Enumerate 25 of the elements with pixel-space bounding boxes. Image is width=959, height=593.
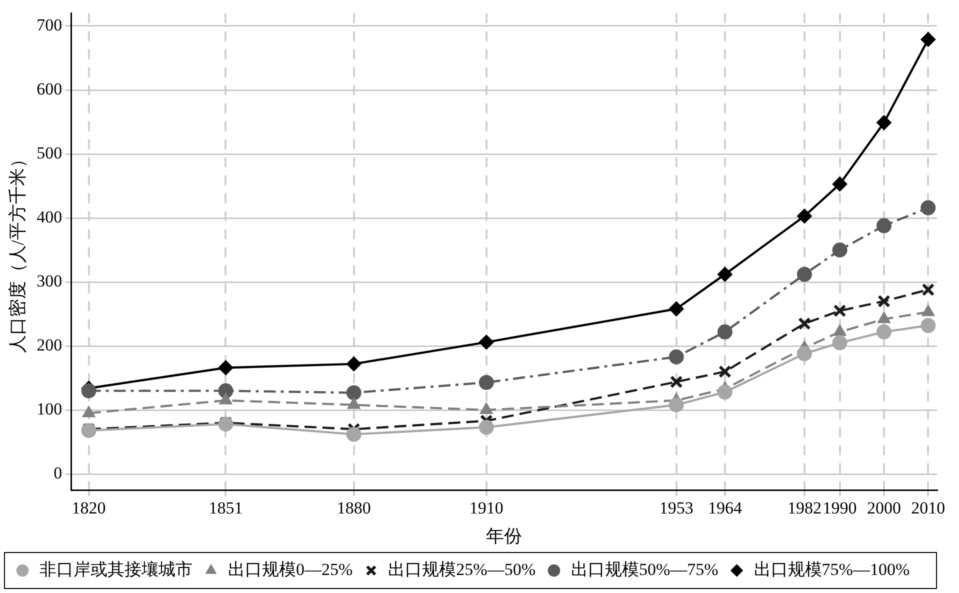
legend-label: 出口规模75%—100% [754, 560, 910, 579]
y-tick-label: 0 [54, 463, 62, 482]
legend-label: 出口规模0—25% [228, 560, 353, 579]
x-axis-title: 年份 [486, 526, 522, 546]
x-tick-label: 1851 [208, 498, 243, 518]
x-tick-label: 1953 [659, 498, 694, 518]
x-tick-label: 1880 [336, 498, 371, 518]
x-tick-label: 1990 [822, 498, 857, 518]
y-tick-label: 400 [36, 207, 62, 226]
x-tick-label: 1820 [72, 498, 106, 518]
x-tick-label: 2000 [866, 498, 901, 518]
legend-label: 出口规模50%—75% [570, 560, 718, 579]
x-tick-label: 2010 [911, 498, 946, 518]
y-tick-label: 600 [36, 79, 62, 98]
legend-label: 出口规模25%—50% [388, 560, 536, 579]
x-tick-label: 1910 [469, 498, 504, 518]
x-tick-label: 1982 [787, 498, 822, 518]
y-tick-label: 500 [36, 143, 62, 162]
y-axis-title: 人口密度（人/平方千米） [8, 150, 28, 354]
y-tick-label: 200 [36, 335, 62, 354]
y-tick-label: 700 [36, 15, 62, 34]
legend-label: 非口岸或其接壤城市 [40, 560, 192, 579]
y-tick-label: 300 [36, 271, 62, 290]
x-tick-label: 1964 [708, 498, 742, 518]
y-tick-label: 100 [36, 399, 62, 418]
